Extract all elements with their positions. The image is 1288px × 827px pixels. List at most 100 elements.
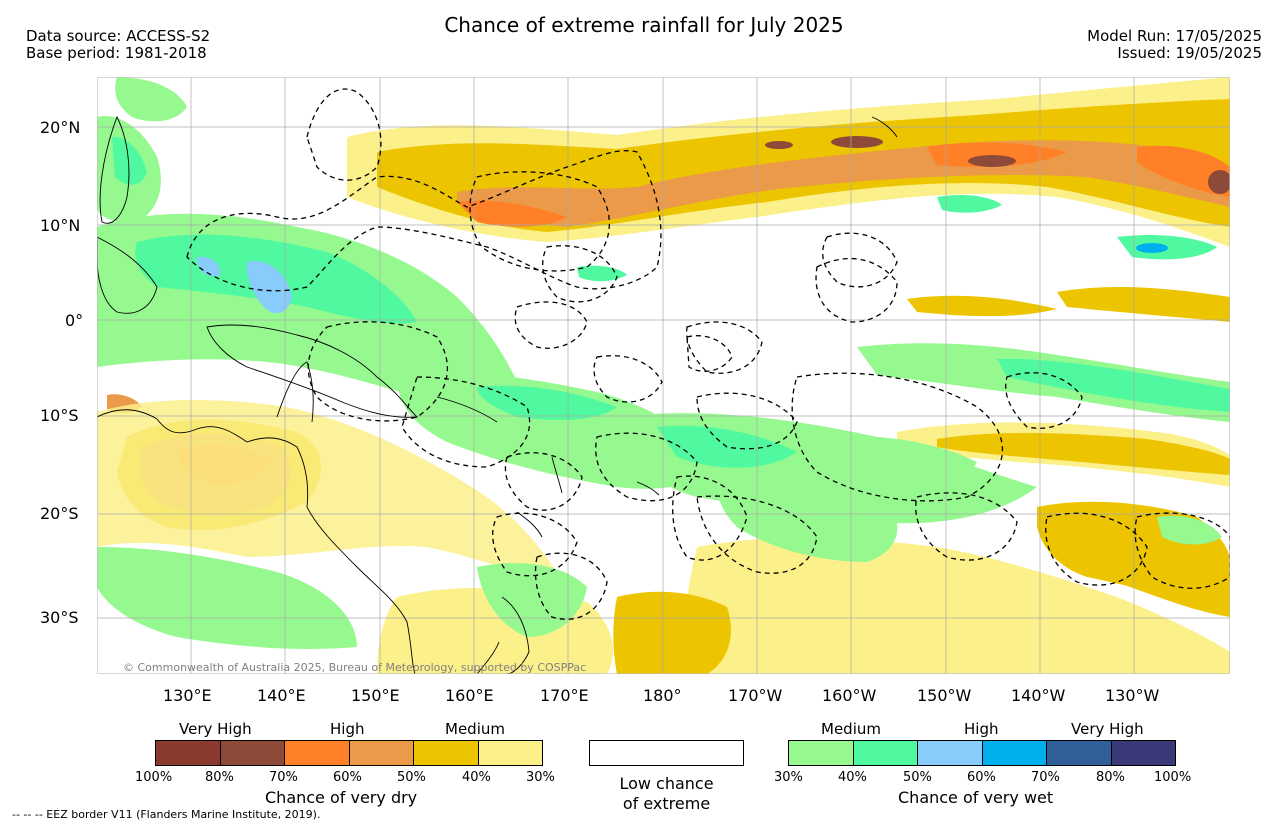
dry-swatch-6 — [477, 740, 543, 766]
wet-north-mid-blob — [577, 265, 627, 282]
dry-band-south-east-core — [937, 432, 1230, 475]
dry-caption: Chance of very dry — [265, 788, 418, 807]
rainfall-map: © Commonwealth of Australia 2025, Bureau… — [97, 77, 1230, 674]
wet-philippines-core — [112, 136, 147, 185]
lat-tick-10s: 10°S — [40, 406, 79, 425]
map-title: Chance of extreme rainfall for July 2025 — [444, 13, 844, 37]
eez-fiji — [595, 432, 698, 502]
fiji-islands — [636, 481, 660, 496]
low-chance-line1: Low chance — [619, 774, 714, 793]
eez-hawaii — [822, 232, 898, 288]
eez-guam — [306, 88, 382, 181]
lon-tick-150w: 150°W — [917, 686, 972, 705]
lat-tick-10n: 10°N — [40, 216, 81, 235]
eez-french-polynesia — [791, 372, 1004, 502]
dry-tick-80: 80% — [205, 770, 234, 785]
wet-header-high: High — [964, 720, 999, 738]
dry-tick-70: 70% — [269, 770, 298, 785]
dry-tick-100: 100% — [135, 770, 173, 785]
lat-tick-20s: 20°S — [40, 504, 79, 523]
dry-header-medium: Medium — [445, 720, 505, 738]
wet-tick-100: 100% — [1154, 770, 1192, 785]
eez-marshall — [469, 171, 610, 272]
eez-kiribati-gilbert — [542, 245, 618, 303]
graticule — [97, 77, 1230, 674]
new-caledonia-island — [516, 511, 543, 538]
new-zealand-south — [476, 641, 500, 674]
lon-tick-170e: 170°E — [540, 686, 589, 705]
wet-north-east-blob — [937, 194, 1002, 213]
dry-header-very-high: Very High — [179, 720, 252, 738]
vanuatu-islands — [551, 456, 563, 494]
lat-tick-0: 0° — [65, 311, 84, 330]
issued-label: Issued: 19/05/2025 — [1117, 44, 1262, 62]
lon-tick-150e: 150°E — [351, 686, 400, 705]
new-guinea-coast — [206, 324, 419, 418]
wet-east-blob-core — [1136, 243, 1168, 253]
wet-tick-80: 80% — [1096, 770, 1125, 785]
model-run-label: Model Run: 17/05/2025 — [1087, 27, 1262, 45]
eez-marquesas — [1005, 372, 1083, 429]
wet-caption: Chance of very wet — [898, 788, 1054, 807]
wet-tick-70: 70% — [1031, 770, 1060, 785]
wet-dateline — [817, 435, 977, 484]
lon-tick-180: 180° — [643, 686, 682, 705]
lat-tick-30s: 30°S — [40, 608, 79, 627]
wet-swatch-1 — [788, 740, 854, 766]
eez-phoenix-line — [815, 257, 898, 323]
lon-tick-170w: 170°W — [728, 686, 783, 705]
wet-swatch-3 — [917, 740, 983, 766]
wet-tick-30: 30% — [774, 770, 803, 785]
lat-tick-20n: 20°N — [40, 118, 81, 137]
australia-coast — [97, 409, 416, 674]
eez-palau-micronesia — [186, 150, 662, 292]
dry-core-c — [1137, 145, 1230, 197]
map-frame — [97, 77, 1230, 674]
eez-cook-north — [686, 321, 763, 374]
dry-australia-wide — [97, 400, 567, 587]
dry-swatch-4 — [348, 740, 414, 766]
cape-york — [276, 361, 314, 423]
new-zealand-north — [501, 596, 530, 674]
lon-tick-130e: 130°E — [163, 686, 212, 705]
low-chance-line2: of extreme — [622, 794, 711, 813]
eez-pitcairn — [1045, 512, 1148, 586]
dry-extreme-a — [831, 136, 883, 148]
eez-tonga — [672, 475, 748, 561]
eez-footnote: -- -- -- EEZ border V11 (Flanders Marine… — [12, 808, 321, 821]
lon-tick-160w: 160°W — [822, 686, 877, 705]
wet-central-east-core — [997, 358, 1230, 412]
wet-swatch-2 — [852, 740, 918, 766]
wet-se-blob — [1157, 515, 1222, 545]
wet-west-pacific-core — [477, 385, 617, 420]
dry-swatch-5 — [413, 740, 479, 766]
wet-maritime-high-b — [197, 256, 221, 277]
wet-north-nw — [115, 77, 187, 122]
dry-core-a — [457, 200, 567, 227]
data-source-label: Data source: ACCESS-S2 — [26, 27, 211, 45]
dry-tick-30: 30% — [526, 770, 555, 785]
dry-swatch-2 — [219, 740, 285, 766]
dry-south-far-east — [1097, 545, 1230, 617]
wet-swatch-4 — [981, 740, 1047, 766]
lon-tick-130w: 130°W — [1105, 686, 1160, 705]
hawaii-islands — [871, 116, 898, 138]
wet-anomaly-layer — [97, 77, 1230, 649]
dry-tick-50: 50% — [397, 770, 426, 785]
solomon-islands — [436, 396, 498, 423]
dry-band-equator-east — [907, 295, 1057, 317]
lon-tick-140e: 140°E — [257, 686, 306, 705]
dry-extreme-b — [968, 155, 1016, 167]
wet-west-pacific — [397, 372, 717, 489]
dry-south-pacific-c — [613, 591, 731, 674]
eez-nauru-kiribati — [514, 301, 588, 349]
wet-tick-60: 60% — [967, 770, 996, 785]
base-period-label: Base period: 1981-2018 — [26, 44, 207, 62]
wet-maritime-high — [246, 261, 292, 314]
dry-core-b — [927, 142, 1067, 167]
dry-south-pacific-b — [677, 537, 1230, 674]
wet-tick-50: 50% — [903, 770, 932, 785]
dry-swatch-1 — [155, 740, 221, 766]
dry-header-high: High — [330, 720, 365, 738]
wet-tick-40: 40% — [838, 770, 867, 785]
